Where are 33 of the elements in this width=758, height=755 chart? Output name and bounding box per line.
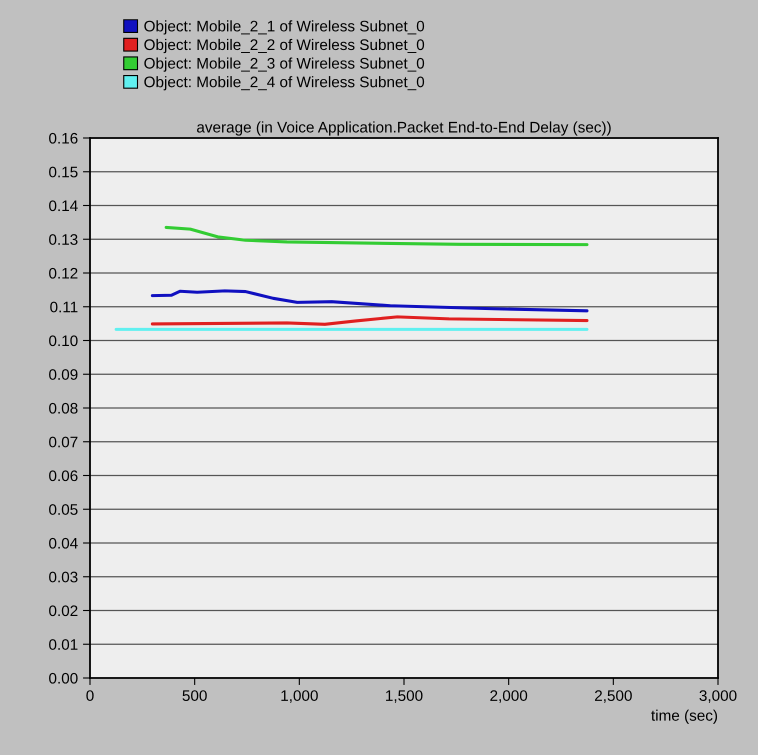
y-tick-label: 0.15 — [49, 166, 78, 178]
x-tick-label: 1,500 — [386, 690, 423, 703]
line-series — [150, 289, 588, 312]
y-tick-label: 0.00 — [49, 672, 78, 684]
y-tick-label: 0.11 — [50, 302, 78, 312]
x-tick-label: 1,000 — [281, 690, 318, 703]
x-tick-label: 2,000 — [490, 690, 528, 703]
x-tick-label: 0 — [86, 690, 94, 702]
y-tick-label: 0.07 — [49, 436, 78, 448]
chart-title: average (in Voice Application.Packet End-to-End Delay (sec)) — [197, 121, 611, 136]
y-tick-label: 0.06 — [49, 470, 78, 482]
y-tick-label: 0.08 — [49, 402, 78, 414]
y-tick-label: 0.03 — [49, 572, 78, 582]
y-tick-label: 0.01 — [49, 639, 78, 650]
y-tick-label: 0.04 — [49, 538, 78, 549]
y-tick-label: 0.05 — [49, 504, 78, 515]
x-axis-title: time (sec) — [651, 710, 718, 724]
x-tick-label: 2,500 — [594, 690, 632, 703]
y-tick-label: 0.12 — [49, 268, 78, 279]
x-tick-label: 3,000 — [699, 690, 737, 703]
x-tick-label: 500 — [182, 690, 207, 702]
y-tick-label: 0.02 — [49, 605, 78, 616]
legend-label: Object: Mobile_2_1 of Wireless Subnet_0 — [144, 20, 424, 35]
y-tick-label: 0.14 — [49, 200, 78, 212]
line-series — [164, 226, 588, 246]
legend-label: Object: Mobile_2_4 of Wireless Subnet_0 — [144, 76, 424, 90]
y-tick-label: 0.13 — [49, 234, 78, 245]
legend-label: Object: Mobile_2_2 of Wireless Subnet_0 — [144, 38, 424, 54]
line-series — [150, 315, 588, 326]
y-tick-label: 0.16 — [49, 132, 78, 144]
y-tick-label: 0.10 — [49, 335, 78, 346]
legend-label: Object: Mobile_2_3 of Wireless Subnet_0 — [144, 57, 424, 72]
y-tick-label: 0.09 — [49, 369, 78, 380]
